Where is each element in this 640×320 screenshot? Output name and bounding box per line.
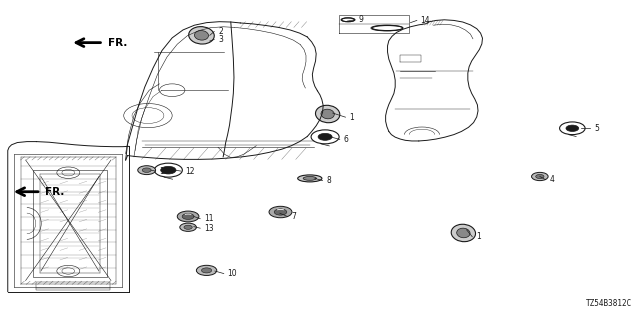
Ellipse shape <box>316 105 340 123</box>
Circle shape <box>182 213 194 220</box>
Circle shape <box>566 125 579 132</box>
Text: 1: 1 <box>349 113 354 122</box>
Text: 2: 2 <box>218 27 223 36</box>
Text: FR.: FR. <box>45 187 64 197</box>
Text: 6: 6 <box>344 135 348 144</box>
Circle shape <box>318 133 332 140</box>
Circle shape <box>177 211 199 222</box>
Circle shape <box>202 268 212 273</box>
Text: 7: 7 <box>291 212 296 221</box>
Circle shape <box>536 174 544 179</box>
Circle shape <box>196 265 217 276</box>
Text: 10: 10 <box>228 269 237 278</box>
Text: 1: 1 <box>476 232 481 241</box>
Circle shape <box>274 209 287 215</box>
Circle shape <box>138 166 156 175</box>
Circle shape <box>269 206 292 218</box>
Circle shape <box>532 172 548 180</box>
Text: 5: 5 <box>594 124 599 133</box>
Ellipse shape <box>303 176 316 180</box>
Text: 8: 8 <box>326 176 331 185</box>
Text: 14: 14 <box>420 16 430 25</box>
Ellipse shape <box>457 228 470 238</box>
Ellipse shape <box>321 109 334 119</box>
Ellipse shape <box>451 224 476 242</box>
Ellipse shape <box>189 27 214 44</box>
Ellipse shape <box>298 175 322 182</box>
Text: 13: 13 <box>204 224 214 233</box>
Circle shape <box>180 223 196 231</box>
Text: 9: 9 <box>358 15 363 24</box>
Text: FR.: FR. <box>108 38 128 48</box>
Text: 4: 4 <box>549 175 554 184</box>
Circle shape <box>142 168 151 172</box>
Ellipse shape <box>195 30 209 40</box>
Text: 13: 13 <box>159 167 169 176</box>
Text: 11: 11 <box>204 214 214 223</box>
Circle shape <box>184 225 192 229</box>
Text: 3: 3 <box>218 35 223 44</box>
Text: 12: 12 <box>185 167 195 176</box>
Circle shape <box>161 166 176 174</box>
Text: TZ54B3812C: TZ54B3812C <box>586 299 632 308</box>
